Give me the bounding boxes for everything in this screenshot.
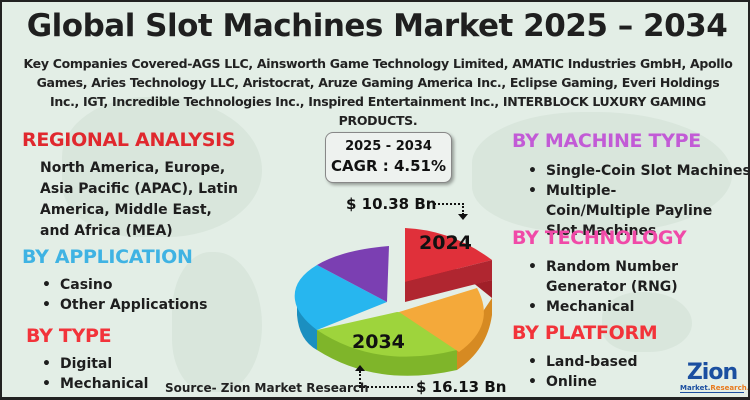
pie-slice-blue: [294, 265, 387, 330]
application-list: Casino Other Applications: [40, 275, 207, 315]
regional-analysis-title: REGIONAL ANALYSIS: [22, 129, 236, 151]
key-companies: Key Companies Covered-AGS LLC, Ainsworth…: [23, 56, 733, 128]
pie-slice-purple: [317, 246, 389, 302]
by-type-title: BY TYPE: [26, 325, 112, 347]
by-machine-type-title: BY MACHINE TYPE: [512, 130, 701, 152]
label-2024: 2024: [419, 232, 472, 254]
logo-wordmark: Zion: [686, 360, 738, 385]
logo-tagline: Market.Research.: [680, 384, 748, 393]
by-application-title: BY APPLICATION: [22, 246, 193, 268]
logo-tagline-market: Market.: [680, 384, 711, 392]
type-list: Digital Mechanical: [40, 354, 148, 394]
label-2034: 2034: [352, 331, 405, 353]
pointer-2024-vertical: [462, 203, 464, 215]
list-item: Online: [526, 372, 638, 392]
platform-list: Land-based Online: [526, 352, 638, 392]
logo-tagline-research: Research.: [710, 384, 750, 392]
technology-list: Random Number Generator (RNG) Mechanical: [526, 257, 696, 317]
source-note: Source- Zion Market Research: [165, 381, 369, 395]
arrow-down-icon: [458, 214, 468, 220]
map-north-america: [62, 97, 262, 237]
period-label: 2025 - 2034: [345, 139, 432, 154]
regional-analysis-text: North America, Europe, Asia Pacific (APA…: [40, 160, 239, 239]
value-2034: $ 16.13 Bn: [416, 378, 507, 396]
pie-chart: 2024 2034: [294, 228, 492, 376]
list-item: Land-based: [526, 352, 638, 372]
cagr-box: 2025 - 2034 CAGR : 4.51%: [325, 132, 452, 183]
list-item: Digital: [40, 354, 148, 374]
page-title: Global Slot Machines Market 2025 – 2034: [26, 8, 728, 44]
pie-slice-red: [405, 228, 492, 282]
list-item: Random Number Generator (RNG): [526, 257, 696, 297]
list-item: Mechanical: [40, 374, 148, 394]
arrow-up-icon: [355, 365, 365, 371]
list-item: Multiple-Coin/Multiple Payline Slot Mach…: [526, 181, 716, 241]
by-technology-title: BY TECHNOLOGY: [512, 227, 687, 249]
list-item: Mechanical: [526, 297, 696, 317]
cagr-value: CAGR : 4.51%: [331, 157, 446, 175]
list-item: Single-Coin Slot Machines: [526, 161, 748, 181]
pie-slice-orange: [399, 288, 484, 352]
machine-type-list: Single-Coin Slot Machines Multiple-Coin/…: [526, 161, 748, 241]
list-item: Casino: [40, 275, 207, 295]
zion-logo: Zion Market.Research.: [680, 360, 748, 393]
map-south-america: [172, 252, 262, 392]
list-item: Other Applications: [40, 295, 207, 315]
pointer-2034-vertical: [359, 371, 361, 387]
pointer-2024-horizontal: [434, 203, 464, 205]
pointer-2034-horizontal: [359, 386, 413, 388]
by-platform-title: BY PLATFORM: [512, 322, 658, 344]
value-2024: $ 10.38 Bn: [346, 195, 437, 213]
